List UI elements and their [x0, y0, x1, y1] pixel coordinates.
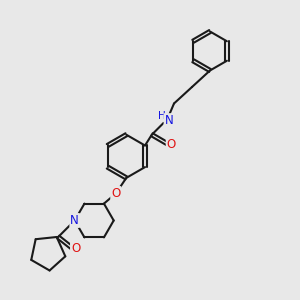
Text: O: O [71, 242, 80, 255]
Text: N: N [70, 214, 79, 227]
Text: N: N [164, 114, 173, 127]
Text: O: O [167, 138, 176, 151]
Text: O: O [111, 187, 120, 200]
Text: H: H [158, 111, 166, 121]
